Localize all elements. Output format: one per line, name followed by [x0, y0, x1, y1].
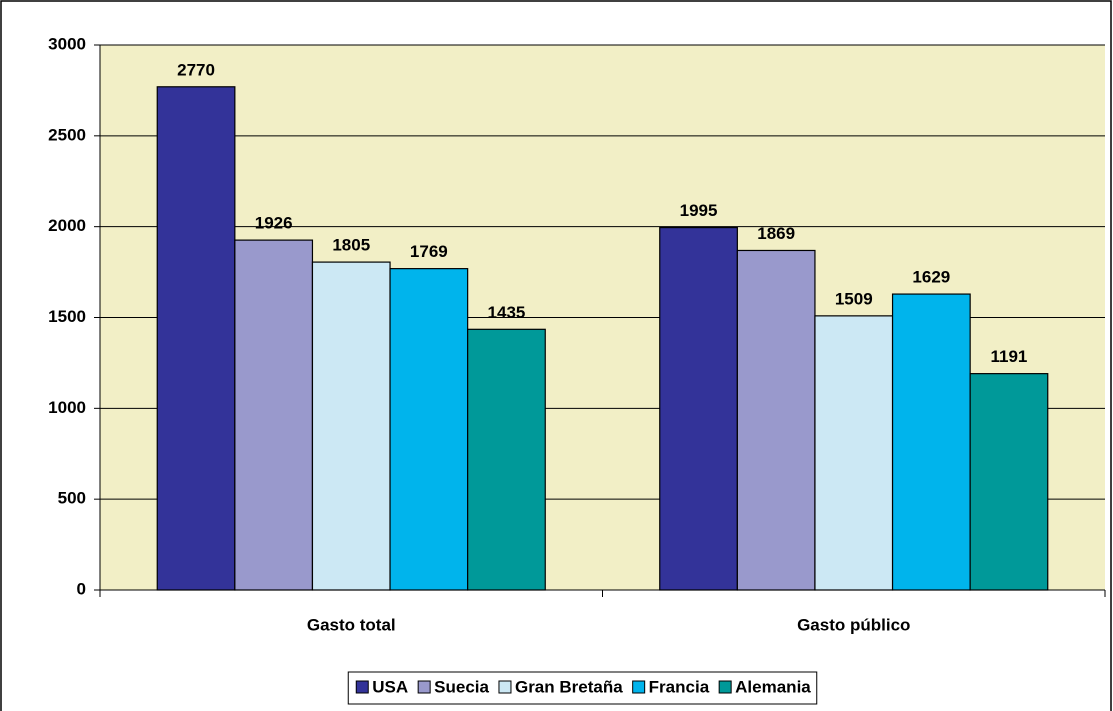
bar [814, 315, 894, 591]
legend-label: Francia [649, 677, 710, 696]
legend-label: USA [372, 677, 408, 696]
legend-swatch [718, 680, 732, 694]
value-label: 1435 [488, 303, 526, 322]
legend-swatch [417, 680, 431, 694]
y-tick-label: 2500 [48, 125, 86, 144]
bar [891, 293, 971, 591]
legend-swatch [498, 680, 512, 694]
value-label: 1805 [332, 236, 370, 255]
y-tick-label: 2000 [48, 216, 86, 235]
value-label: 2770 [177, 60, 215, 79]
bar [156, 86, 236, 591]
legend-label: Alemania [735, 677, 811, 696]
y-tick-label: 1000 [48, 398, 86, 417]
y-tick-label: 3000 [48, 34, 86, 53]
bar [659, 226, 738, 591]
value-label: 1191 [991, 347, 1028, 366]
y-tick-label: 1500 [48, 307, 86, 326]
bar [467, 328, 546, 591]
value-label: 1629 [912, 268, 950, 287]
value-label: 1926 [255, 214, 293, 233]
bar [736, 249, 816, 591]
y-tick-label: 0 [77, 579, 86, 598]
legend-label: Gran Bretaña [515, 677, 623, 696]
y-tick-label: 500 [58, 489, 86, 508]
bar [969, 373, 1049, 591]
value-label: 1769 [410, 242, 448, 261]
legend-swatch [632, 680, 646, 694]
value-label: 1869 [757, 224, 795, 243]
bar [311, 261, 391, 591]
value-label: 1509 [835, 289, 873, 308]
legend-label: Suecia [434, 677, 489, 696]
x-tick-label: Gasto total [307, 615, 396, 634]
legend-swatch [355, 680, 369, 694]
bar [234, 239, 314, 591]
value-label: 1995 [680, 201, 718, 220]
x-tick-label: Gasto público [797, 615, 910, 634]
bar [389, 268, 469, 591]
